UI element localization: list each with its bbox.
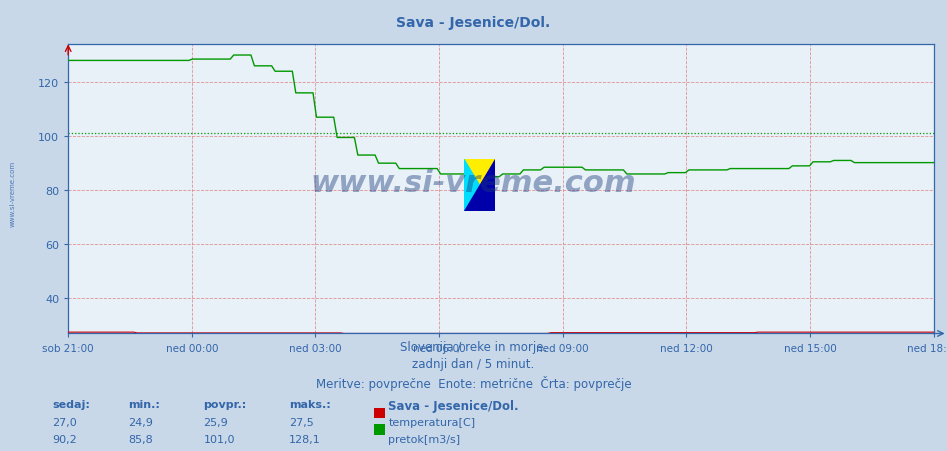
Text: Slovenija / reke in morje.: Slovenija / reke in morje. — [400, 341, 547, 354]
Text: povpr.:: povpr.: — [204, 399, 247, 409]
Text: 27,0: 27,0 — [52, 417, 77, 427]
Text: www.si-vreme.com: www.si-vreme.com — [311, 168, 636, 197]
Text: 25,9: 25,9 — [204, 417, 228, 427]
Text: www.si-vreme.com: www.si-vreme.com — [9, 161, 15, 227]
Text: zadnji dan / 5 minut.: zadnji dan / 5 minut. — [412, 358, 535, 371]
Text: 27,5: 27,5 — [289, 417, 313, 427]
Text: maks.:: maks.: — [289, 399, 331, 409]
Polygon shape — [464, 160, 495, 212]
Text: Sava - Jesenice/Dol.: Sava - Jesenice/Dol. — [388, 399, 519, 412]
Text: Sava - Jesenice/Dol.: Sava - Jesenice/Dol. — [397, 16, 550, 30]
Text: temperatura[C]: temperatura[C] — [388, 417, 475, 427]
Text: 85,8: 85,8 — [128, 434, 152, 444]
Text: 90,2: 90,2 — [52, 434, 77, 444]
Polygon shape — [464, 160, 495, 212]
Polygon shape — [464, 160, 495, 212]
Text: min.:: min.: — [128, 399, 160, 409]
Text: 24,9: 24,9 — [128, 417, 152, 427]
Text: 101,0: 101,0 — [204, 434, 235, 444]
Text: Meritve: povprečne  Enote: metrične  Črta: povprečje: Meritve: povprečne Enote: metrične Črta:… — [315, 375, 632, 390]
Text: pretok[m3/s]: pretok[m3/s] — [388, 434, 460, 444]
Text: sedaj:: sedaj: — [52, 399, 90, 409]
Text: 128,1: 128,1 — [289, 434, 321, 444]
